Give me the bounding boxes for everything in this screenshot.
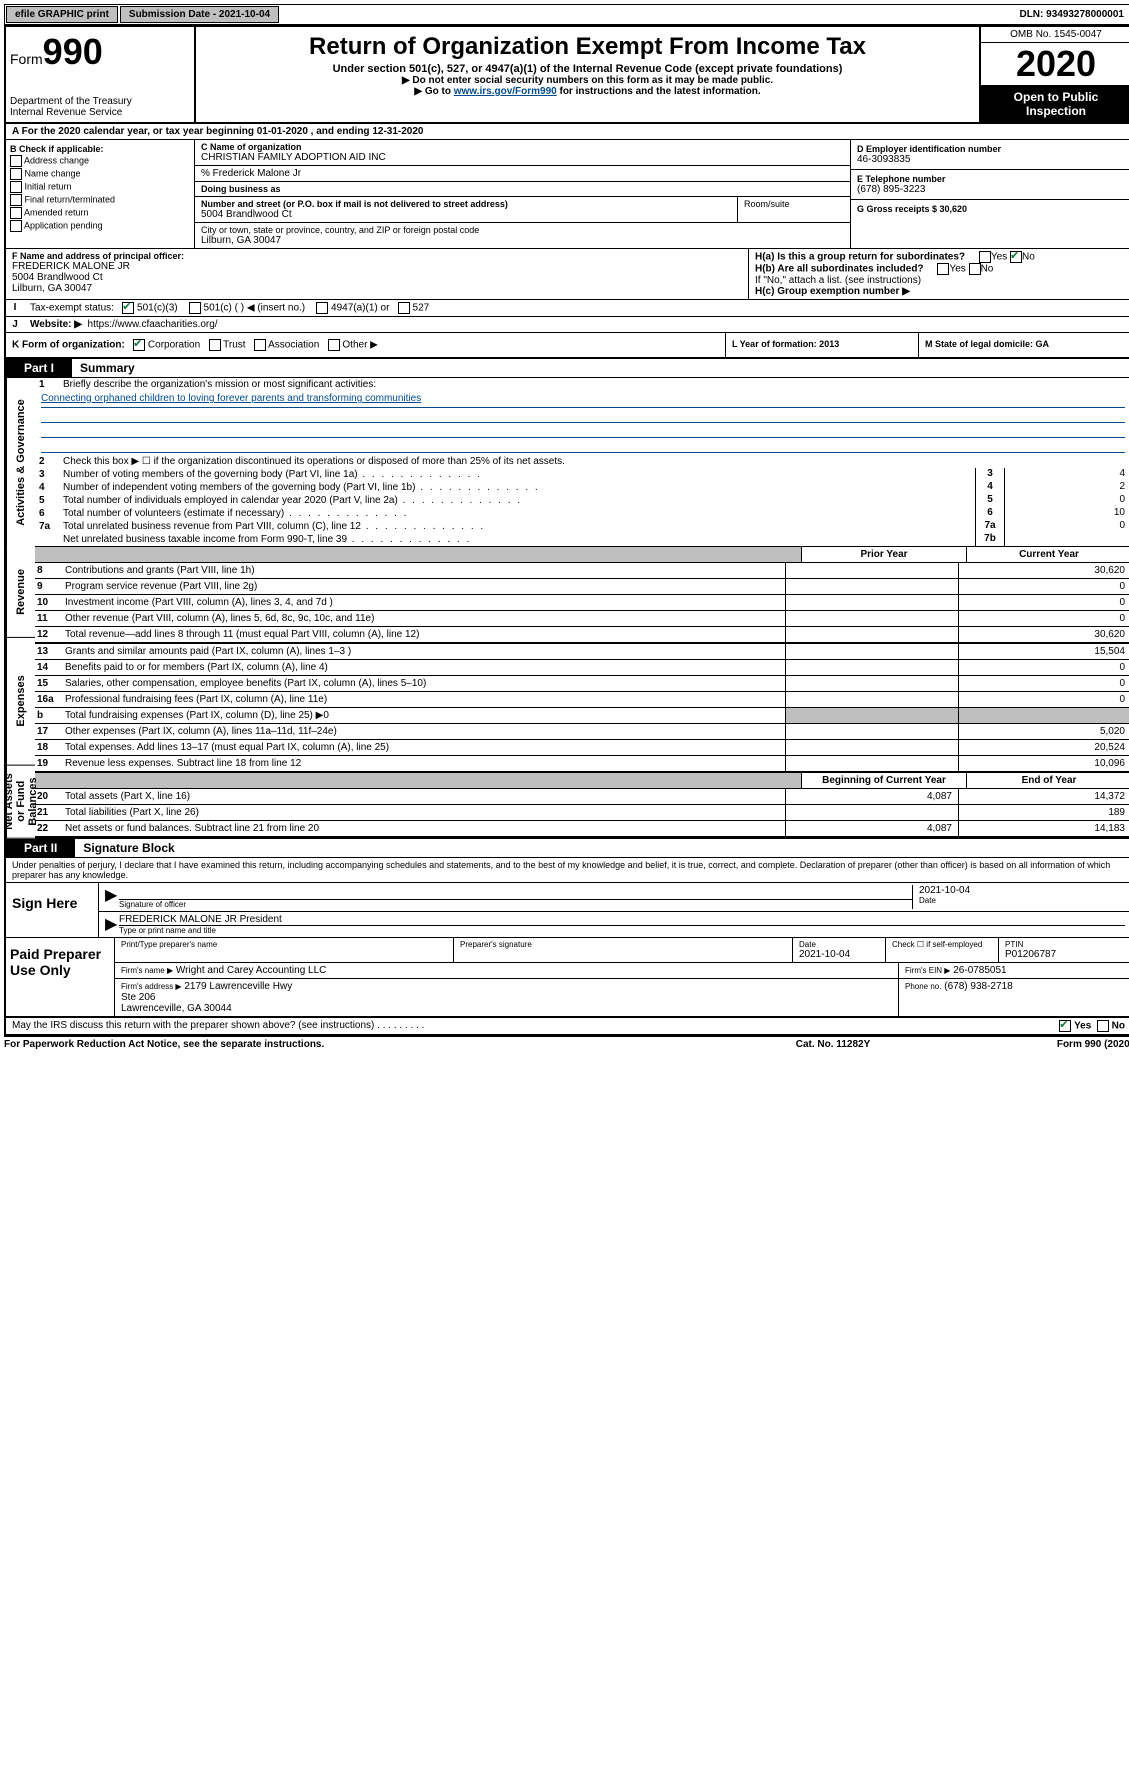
part2-tab: Part II	[6, 839, 75, 857]
part2-title: Signature Block	[75, 839, 182, 857]
arrow-icon: ▶	[105, 914, 119, 935]
part1-title: Summary	[72, 359, 143, 377]
city-state-zip: Lilburn, GA 30047	[201, 235, 844, 246]
mission-text: Connecting orphaned children to loving f…	[41, 393, 421, 404]
table-row: bTotal fundraising expenses (Part IX, co…	[35, 708, 1129, 724]
top-toolbar: efile GRAPHIC print Submission Date - 20…	[4, 4, 1129, 25]
table-row: 11Other revenue (Part VIII, column (A), …	[35, 611, 1129, 627]
cat-number: Cat. No. 11282Y	[733, 1039, 933, 1050]
check-applicable-box: B Check if applicable: Address change Na…	[6, 140, 195, 248]
hc-question: H(c) Group exemption number ▶	[755, 286, 1125, 297]
summary-line: 5Total number of individuals employed in…	[35, 494, 1129, 507]
sign-here-label: Sign Here	[6, 883, 99, 937]
table-row: 13Grants and similar amounts paid (Part …	[35, 644, 1129, 660]
open-public-badge: Open to Public Inspection	[981, 86, 1129, 122]
room-suite-label: Room/suite	[738, 197, 850, 222]
vert-governance: Activities & Governance	[6, 378, 35, 548]
state-domicile: M State of legal domicile: GA	[918, 333, 1129, 357]
submission-date: Submission Date - 2021-10-04	[120, 6, 279, 23]
table-row: 8Contributions and grants (Part VIII, li…	[35, 563, 1129, 579]
prior-year-header: Prior Year	[801, 547, 966, 562]
phone-value: (678) 895-3223	[857, 184, 1125, 195]
paid-preparer-label: Paid Preparer Use Only	[6, 938, 115, 1016]
part1-tab: Part I	[6, 359, 72, 377]
form-container: Form990 Department of the Treasury Inter…	[4, 25, 1129, 1037]
sig-officer-label: Signature of officer	[119, 900, 912, 909]
dba-label: Doing business as	[201, 184, 844, 194]
table-row: 16aProfessional fundraising fees (Part I…	[35, 692, 1129, 708]
instructions-note: ▶ Go to www.irs.gov/Form990 for instruct…	[204, 86, 971, 97]
officer-addr1: 5004 Brandlwood Ct	[12, 272, 742, 283]
pra-notice: For Paperwork Reduction Act Notice, see …	[4, 1039, 733, 1050]
discuss-question: May the IRS discuss this return with the…	[12, 1020, 1059, 1032]
perjury-statement: Under penalties of perjury, I declare th…	[6, 858, 1129, 883]
vert-net: Net Assets or Fund Balances	[6, 765, 35, 839]
sign-date: 2021-10-04	[919, 885, 1119, 896]
irs-link[interactable]: www.irs.gov/Form990	[454, 86, 557, 97]
form-subtitle: Under section 501(c), 527, or 4947(a)(1)…	[204, 63, 971, 75]
ein-label: D Employer identification number	[857, 144, 1125, 154]
year-formation: L Year of formation: 2013	[725, 333, 918, 357]
tax-year: 2020	[981, 43, 1129, 86]
table-row: 15Salaries, other compensation, employee…	[35, 676, 1129, 692]
street-address: 5004 Brandlwood Ct	[201, 209, 731, 220]
officer-addr2: Lilburn, GA 30047	[12, 283, 742, 294]
officer-printed-name: FREDERICK MALONE JR President	[119, 914, 1125, 926]
tax-exempt-status: Tax-exempt status: 501(c)(3) 501(c) ( ) …	[24, 300, 1129, 316]
ha-question: H(a) Is this a group return for subordin…	[755, 251, 1125, 263]
table-row: 9Program service revenue (Part VIII, lin…	[35, 579, 1129, 595]
table-row: 22Net assets or fund balances. Subtract …	[35, 821, 1129, 837]
dln-label: DLN: 93493278000001	[1011, 7, 1129, 22]
form-footer: Form 990 (2020)	[933, 1039, 1129, 1050]
arrow-icon: ▶	[105, 885, 119, 909]
hb-note: If "No," attach a list. (see instruction…	[755, 275, 1125, 286]
form-of-org: K Form of organization: Corporation Trus…	[6, 333, 725, 357]
end-year-header: End of Year	[966, 773, 1129, 788]
table-row: 20Total assets (Part X, line 16)4,08714,…	[35, 789, 1129, 805]
website-url[interactable]: https://www.cfaacharities.org/	[88, 319, 218, 330]
phone-label: E Telephone number	[857, 174, 1125, 184]
summary-line: Net unrelated business taxable income fr…	[35, 533, 1129, 546]
form-number: Form990	[10, 31, 190, 73]
gross-receipts: G Gross receipts $ 30,620	[857, 204, 1125, 214]
summary-line: 3Number of voting members of the governi…	[35, 468, 1129, 481]
firm-ein: 26-0785051	[953, 965, 1006, 976]
table-row: 10Investment income (Part VIII, column (…	[35, 595, 1129, 611]
ptin: P01206787	[1005, 949, 1125, 960]
table-row: 12Total revenue—add lines 8 through 11 (…	[35, 627, 1129, 643]
firm-phone: (678) 938-2718	[944, 981, 1012, 992]
hb-question: H(b) Are all subordinates included? Yes …	[755, 263, 1125, 275]
ssn-note: ▶ Do not enter social security numbers o…	[204, 75, 971, 86]
table-row: 18Total expenses. Add lines 13–17 (must …	[35, 740, 1129, 756]
table-row: 14Benefits paid to or for members (Part …	[35, 660, 1129, 676]
begin-year-header: Beginning of Current Year	[801, 773, 966, 788]
firm-name: Wright and Carey Accounting LLC	[176, 965, 326, 976]
care-of: % Frederick Malone Jr	[201, 168, 844, 179]
org-name-label: C Name of organization	[201, 142, 844, 152]
line1-desc: Briefly describe the organization's miss…	[63, 379, 1127, 390]
line2-desc: Check this box ▶ ☐ if the organization d…	[63, 456, 1127, 467]
ein-value: 46-3093835	[857, 154, 1125, 165]
org-name: CHRISTIAN FAMILY ADOPTION AID INC	[201, 152, 844, 163]
vert-expenses: Expenses	[6, 638, 35, 766]
efile-print-button[interactable]: efile GRAPHIC print	[6, 6, 118, 23]
current-year-header: Current Year	[966, 547, 1129, 562]
officer-name: FREDERICK MALONE JR	[12, 261, 742, 272]
form-title: Return of Organization Exempt From Incom…	[204, 33, 971, 61]
summary-line: 4Number of independent voting members of…	[35, 481, 1129, 494]
vert-revenue: Revenue	[6, 548, 35, 638]
omb-number: OMB No. 1545-0047	[981, 27, 1129, 43]
website-row: Website: ▶ https://www.cfaacharities.org…	[24, 317, 1129, 332]
department-label: Department of the Treasury Internal Reve…	[10, 96, 190, 118]
summary-line: 7aTotal unrelated business revenue from …	[35, 520, 1129, 533]
table-row: 17Other expenses (Part IX, column (A), l…	[35, 724, 1129, 740]
table-row: 21Total liabilities (Part X, line 26)189	[35, 805, 1129, 821]
tax-year-row: A For the 2020 calendar year, or tax yea…	[6, 124, 1129, 140]
summary-line: 6Total number of volunteers (estimate if…	[35, 507, 1129, 520]
table-row: 19Revenue less expenses. Subtract line 1…	[35, 756, 1129, 772]
